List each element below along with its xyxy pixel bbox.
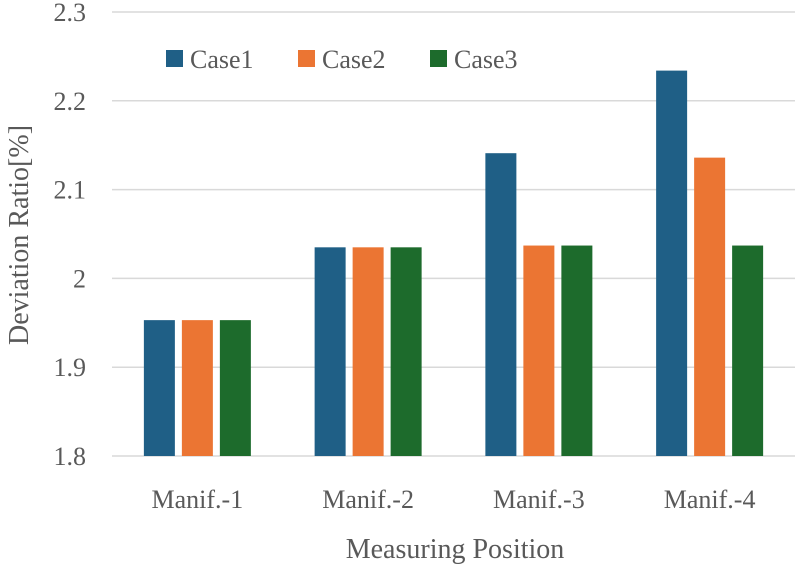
bar-case1-4	[656, 70, 688, 456]
x-tick-label: Manif.-3	[493, 485, 585, 514]
x-axis-ticks: Manif.-1 Manif.-2 Manif.-3 Manif.-4	[152, 485, 756, 514]
bar-case3-1	[219, 320, 251, 456]
bar-case3-4	[732, 245, 764, 456]
y-tick-label: 2.3	[54, 0, 87, 27]
x-axis-title: Measuring Position	[346, 534, 565, 565]
bar-case1-1	[143, 320, 175, 456]
x-tick-label: Manif.-2	[322, 485, 414, 514]
bar-case1-3	[485, 153, 517, 456]
y-axis-title: Deviation Ratio[%]	[4, 125, 35, 345]
bar-case2-3	[523, 245, 555, 456]
legend-swatch-case2	[298, 50, 315, 67]
legend-swatch-case1	[166, 50, 183, 67]
x-tick-label: Manif.-4	[664, 485, 756, 514]
legend-swatch-case3	[430, 50, 447, 67]
y-tick-label: 2	[73, 264, 86, 293]
bar-case2-4	[694, 157, 726, 456]
bars	[143, 70, 764, 456]
y-tick-label: 2.1	[54, 176, 87, 205]
bar-case2-2	[352, 247, 384, 456]
bar-case3-2	[390, 247, 422, 456]
gridlines	[112, 11, 795, 457]
y-axis-ticks: 1.8 1.9 2 2.1 2.2 2.3	[54, 0, 87, 471]
bar-case3-3	[561, 245, 593, 456]
legend-label-case3: Case3	[454, 45, 518, 74]
x-tick-label: Manif.-1	[152, 485, 244, 514]
y-tick-label: 1.9	[54, 353, 87, 382]
y-tick-label: 1.8	[54, 442, 87, 471]
legend-label-case2: Case2	[322, 45, 386, 74]
legend: Case1 Case2 Case3	[166, 45, 518, 74]
bar-case1-2	[314, 247, 346, 456]
legend-label-case1: Case1	[190, 45, 254, 74]
bar-case2-1	[181, 320, 213, 456]
y-tick-label: 2.2	[54, 87, 87, 116]
